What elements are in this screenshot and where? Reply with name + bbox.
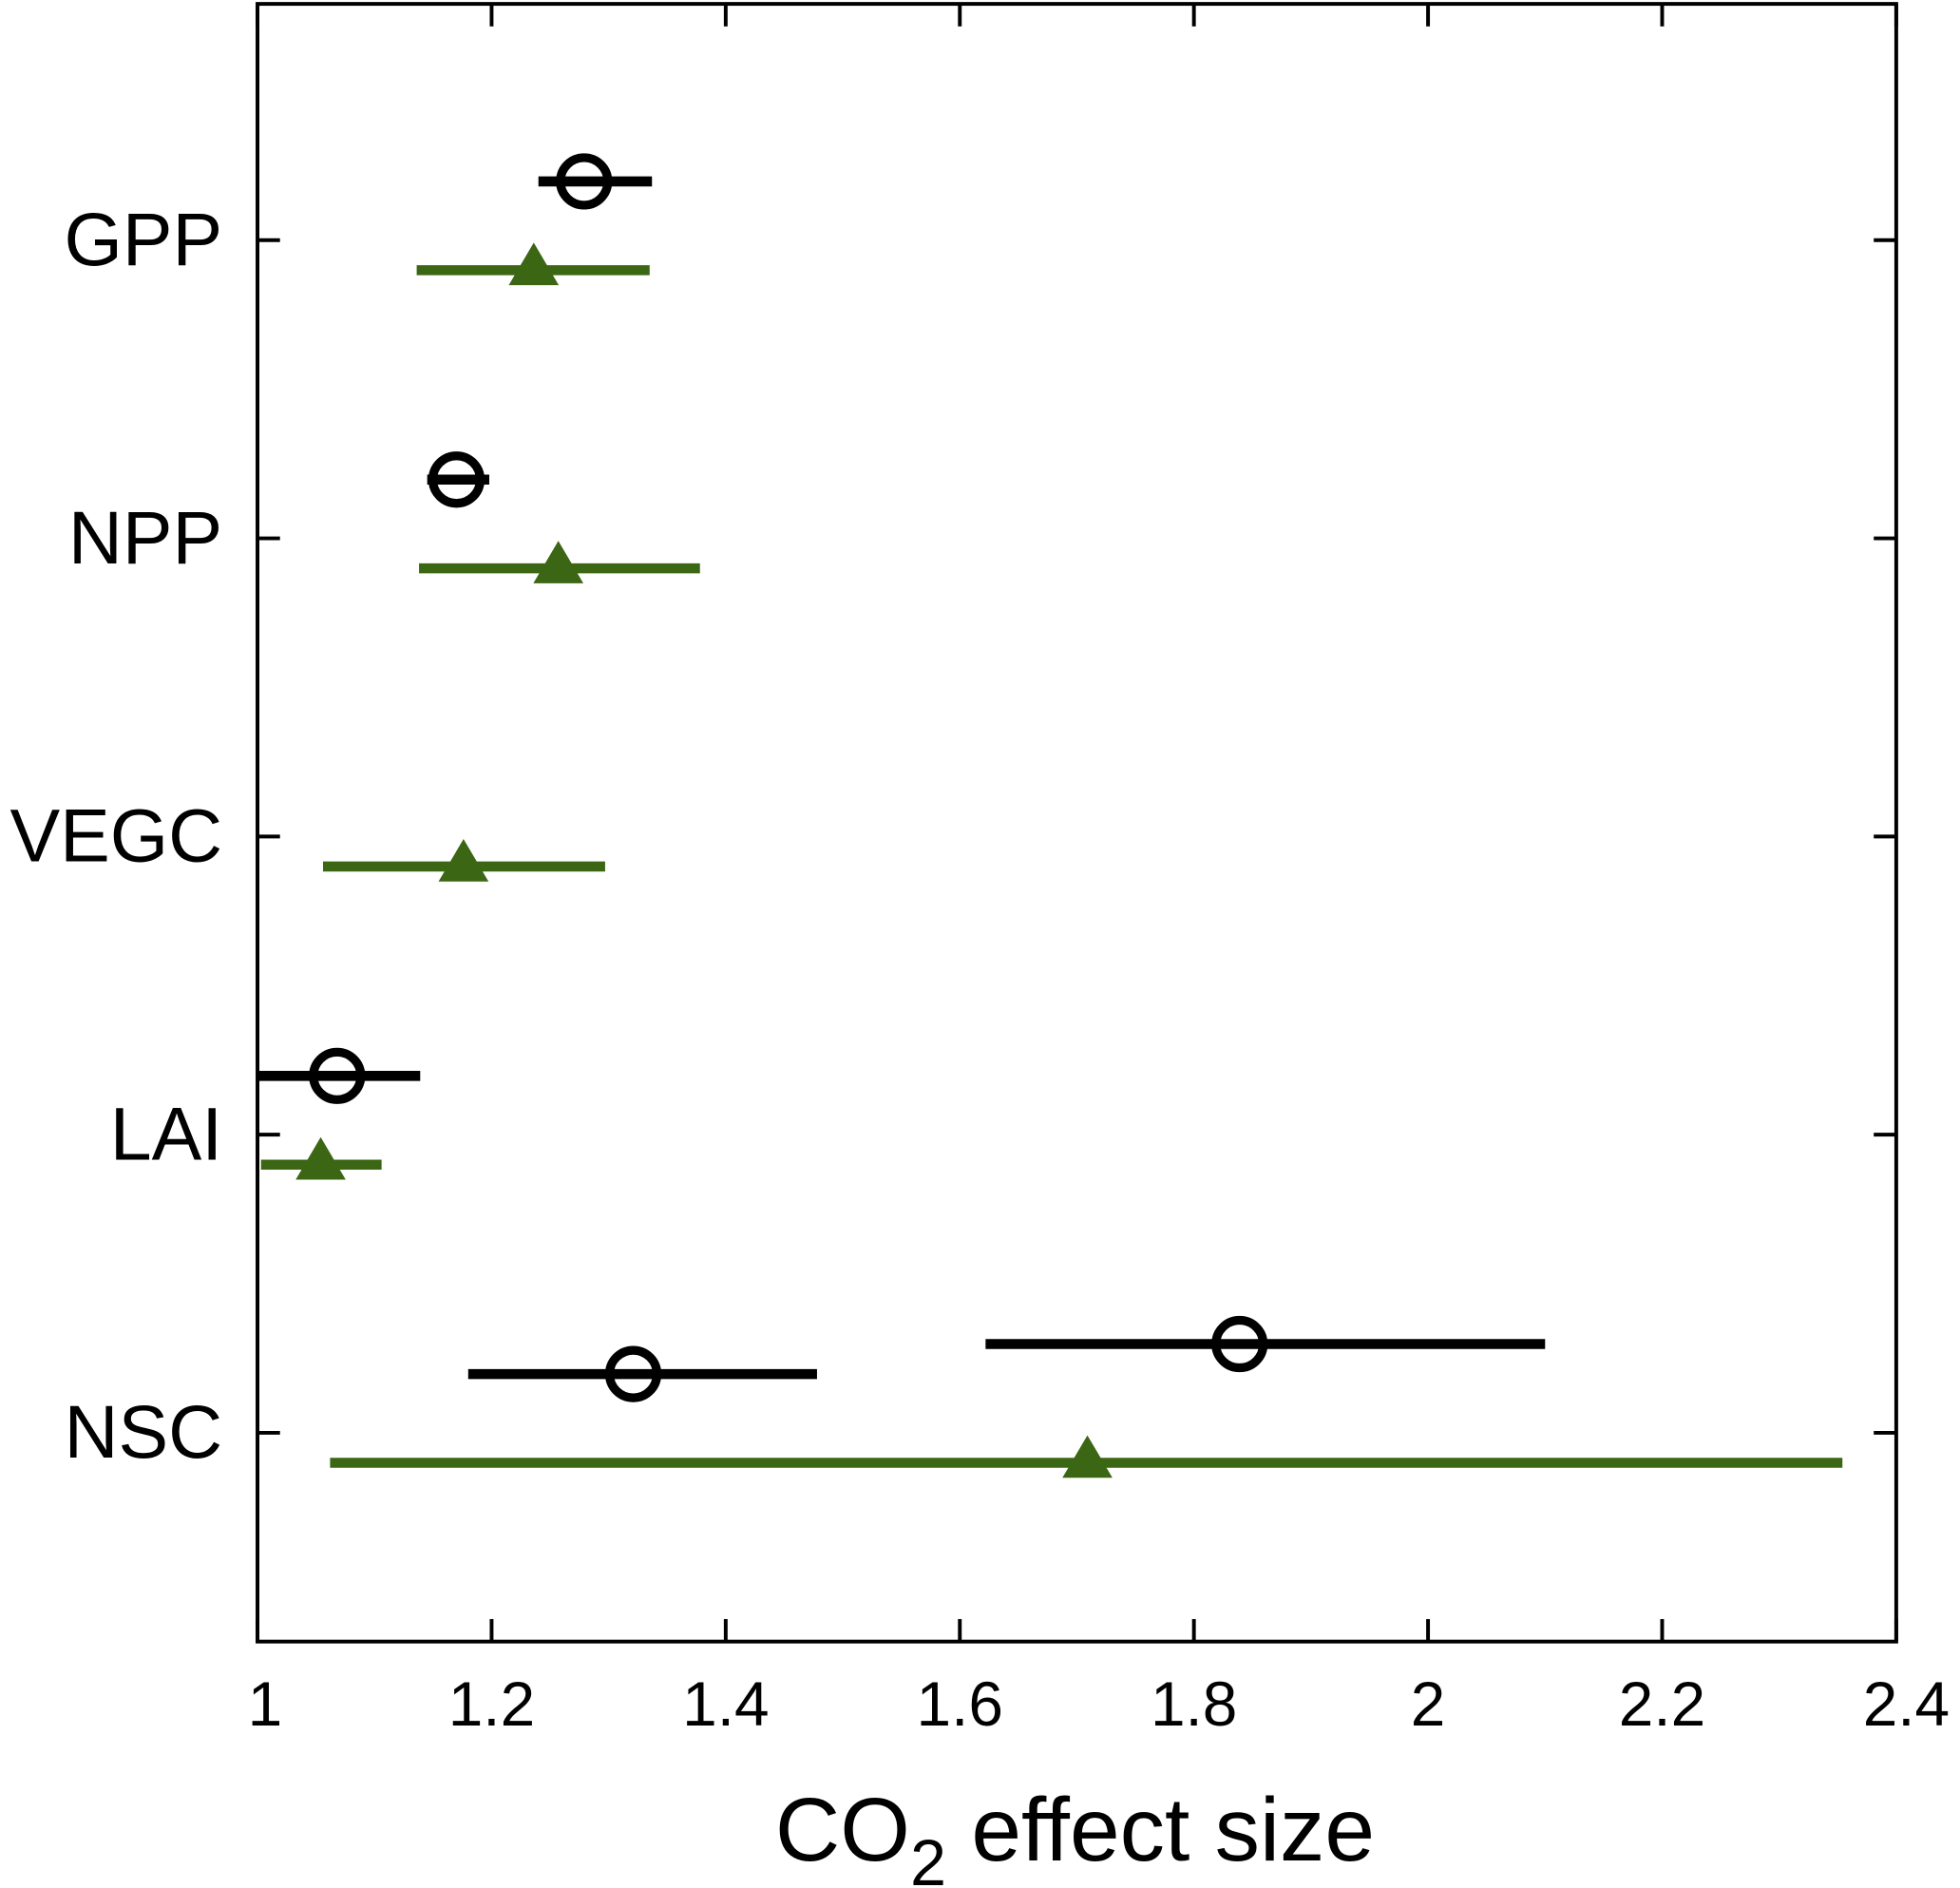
x-tick-label: 2 [1411, 1669, 1446, 1739]
data-point-circle [428, 451, 485, 508]
y-tick-label: NSC [65, 1390, 223, 1474]
y-tick-label: NPP [68, 496, 222, 580]
x-tick-label: 1 [248, 1669, 283, 1739]
data-point-circle [556, 153, 613, 210]
x-axis-label: CO2 effect size [775, 1780, 1375, 1888]
data-point-triangle [295, 1136, 346, 1180]
y-tick-label: VEGC [10, 794, 222, 878]
y-tick-label: LAI [110, 1092, 222, 1175]
x-tick-label: 1.2 [448, 1669, 535, 1739]
data-point-circle [1211, 1315, 1268, 1373]
x-tick-label: 2.2 [1619, 1669, 1705, 1739]
data-point-circle [604, 1345, 662, 1402]
data-point-triangle [1062, 1435, 1113, 1478]
x-tick-label: 1.4 [682, 1669, 769, 1739]
plot-frame [256, 2, 1898, 1644]
data-point-triangle [438, 838, 489, 882]
y-tick-label: GPP [64, 198, 222, 281]
data-point-triangle [533, 541, 583, 583]
x-tick-label: 2.4 [1863, 1669, 1950, 1739]
data-point-circle [309, 1047, 366, 1104]
data-point-triangle [508, 242, 560, 286]
x-tick-label: 1.8 [1151, 1669, 1237, 1739]
x-tick-label: 1.6 [917, 1669, 1003, 1739]
